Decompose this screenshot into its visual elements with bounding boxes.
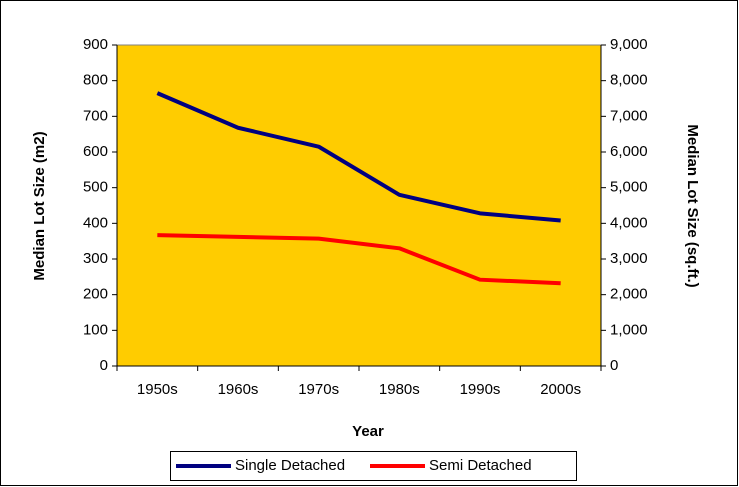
x-tick-label: 1960s — [218, 381, 259, 398]
y-tick-label: 800 — [83, 72, 108, 89]
x-tick-label: 1980s — [379, 381, 420, 398]
y-tick-label: 600 — [83, 143, 108, 160]
x-tick-label: 1950s — [137, 381, 178, 398]
y-tick-label: 100 — [83, 321, 108, 338]
y2-axis-label: Median Lot Size (sq.ft.) — [684, 124, 701, 287]
legend-label: Single Detached — [235, 457, 345, 474]
y-tick-label: 0 — [100, 357, 108, 374]
y2-tick-label: 6,000 — [610, 143, 648, 160]
x-tick-label: 1990s — [460, 381, 501, 398]
y2-tick-label: 7,000 — [610, 107, 648, 124]
y2-tick-label: 4,000 — [610, 214, 648, 231]
y-tick-label: 300 — [83, 250, 108, 267]
y2-tick-label: 9,000 — [610, 36, 648, 53]
y2-tick-label: 8,000 — [610, 72, 648, 89]
y2-tick-label: 5,000 — [610, 179, 648, 196]
x-axis-label: Year — [352, 423, 384, 440]
x-tick-label: 1970s — [298, 381, 339, 398]
y2-tick-label: 1,000 — [610, 321, 648, 338]
y-tick-label: 400 — [83, 214, 108, 231]
y2-tick-label: 2,000 — [610, 286, 648, 303]
y-tick-label: 900 — [83, 36, 108, 53]
series-line — [157, 233, 561, 286]
y2-tick-label: 0 — [610, 357, 618, 374]
series-line — [156, 91, 561, 223]
y-tick-label: 200 — [83, 286, 108, 303]
y-tick-label: 500 — [83, 179, 108, 196]
plot-area — [116, 44, 602, 367]
y-axis-label: Median Lot Size (m2) — [31, 131, 48, 280]
legend-label: Semi Detached — [429, 457, 532, 474]
x-tick-label: 2000s — [540, 381, 581, 398]
y-tick-label: 700 — [83, 107, 108, 124]
y2-tick-label: 3,000 — [610, 250, 648, 267]
